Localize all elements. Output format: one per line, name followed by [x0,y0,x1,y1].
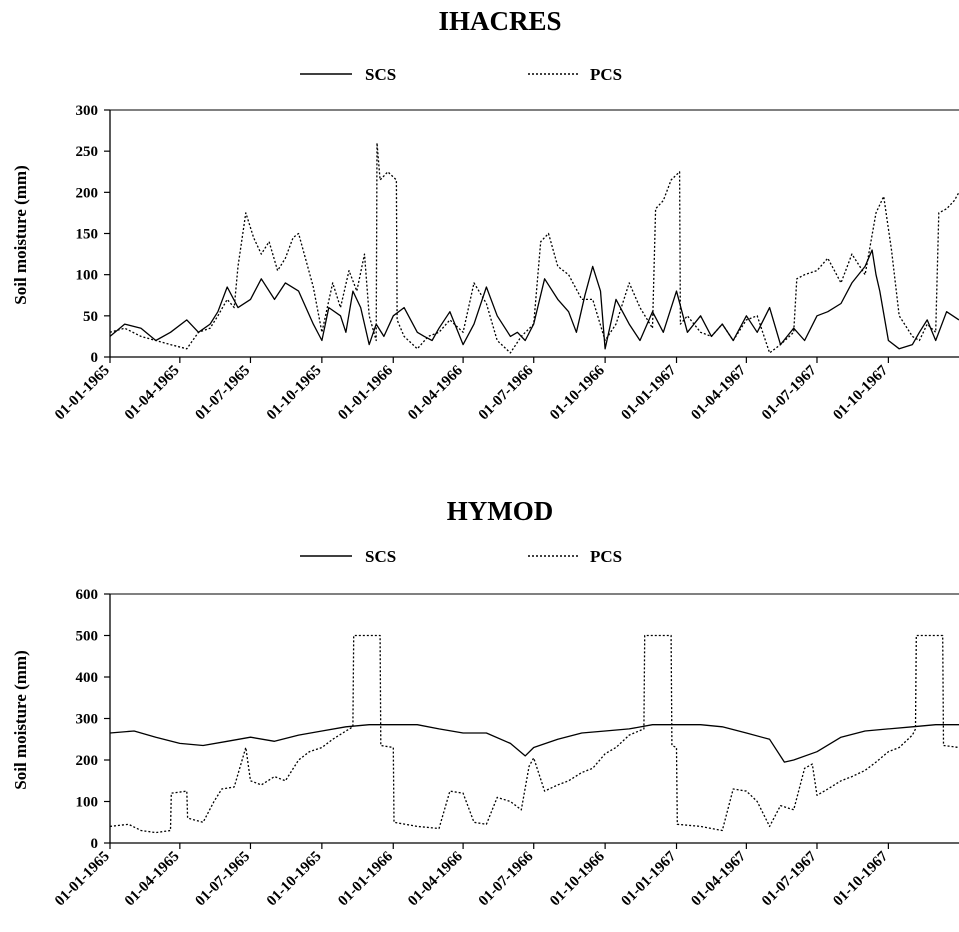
y-tick-label: 300 [76,103,99,119]
y-tick-label: 0 [91,836,99,852]
x-tick-label: 01-07-1966 [476,362,537,423]
x-tick-label: 01-01-1967 [619,362,680,423]
hymod-series-scs [110,725,959,762]
legend-label-pcs: PCS [590,547,622,566]
y-tick-label: 500 [76,629,99,645]
x-tick-label: 01-04-1966 [405,362,466,423]
y-tick-label: 0 [91,350,99,366]
x-tick-label: 01-07-1965 [192,363,253,424]
x-tick-label: 01-01-1967 [619,848,680,909]
y-tick-label: 200 [76,753,99,769]
ihacres-panel: IHACRES SCS PCS Soil moisture (mm) 0 50 10… [11,6,959,423]
ihacres-title: IHACRES [438,6,561,36]
hymod-panel: HYMOD SCS PCS Soil moisture (mm) 0 100 200… [11,496,959,909]
hymod-legend: SCS PCS [300,547,622,566]
x-tick-label: 01-01-1965 [52,363,113,424]
legend-label-pcs: PCS [590,65,622,84]
x-tick-label: 01-10-1966 [547,848,608,909]
y-tick-label: 100 [76,795,99,811]
ihacres-series-pcs [110,143,959,353]
hymod-title: HYMOD [447,496,553,526]
y-tick-label: 250 [76,144,99,160]
legend-label-scs: SCS [365,65,396,84]
y-tick-label: 100 [76,268,99,284]
y-tick-label: 600 [76,587,99,603]
x-tick-label: 01-04-1966 [405,848,466,909]
x-tick-label: 01-04-1965 [122,849,183,910]
x-tick-label: 01-04-1965 [122,363,183,424]
y-tick-label: 400 [76,670,99,686]
ihacres-series-scs [110,250,959,349]
y-tick-label: 150 [76,227,99,243]
x-tick-label: 01-07-1967 [759,848,820,909]
x-tick-label: 01-10-1967 [830,848,891,909]
x-tick-label: 01-07-1965 [192,849,253,910]
x-tick-label: 01-01-1966 [335,848,396,909]
y-tick-label: 200 [76,185,99,201]
x-tick-label: 01-10-1966 [547,362,608,423]
x-tick-label: 01-10-1967 [830,362,891,423]
x-tick-label: 01-07-1967 [759,362,820,423]
x-tick-label: 01-04-1967 [688,848,749,909]
x-tick-label: 01-07-1966 [476,848,537,909]
x-tick-label: 01-10-1965 [264,363,325,424]
y-tick-label: 50 [83,309,98,325]
ihacres-legend: SCS PCS [300,65,622,84]
legend-label-scs: SCS [365,547,396,566]
x-tick-label: 01-10-1965 [264,849,325,910]
y-tick-label: 300 [76,712,99,728]
x-tick-label: 01-01-1966 [335,362,396,423]
hymod-series-pcs [110,636,959,833]
ihacres-y-axis-label: Soil moisture (mm) [11,165,30,304]
x-tick-label: 01-01-1965 [52,849,113,910]
x-tick-label: 01-04-1967 [688,362,749,423]
hymod-y-axis-label: Soil moisture (mm) [11,650,30,789]
